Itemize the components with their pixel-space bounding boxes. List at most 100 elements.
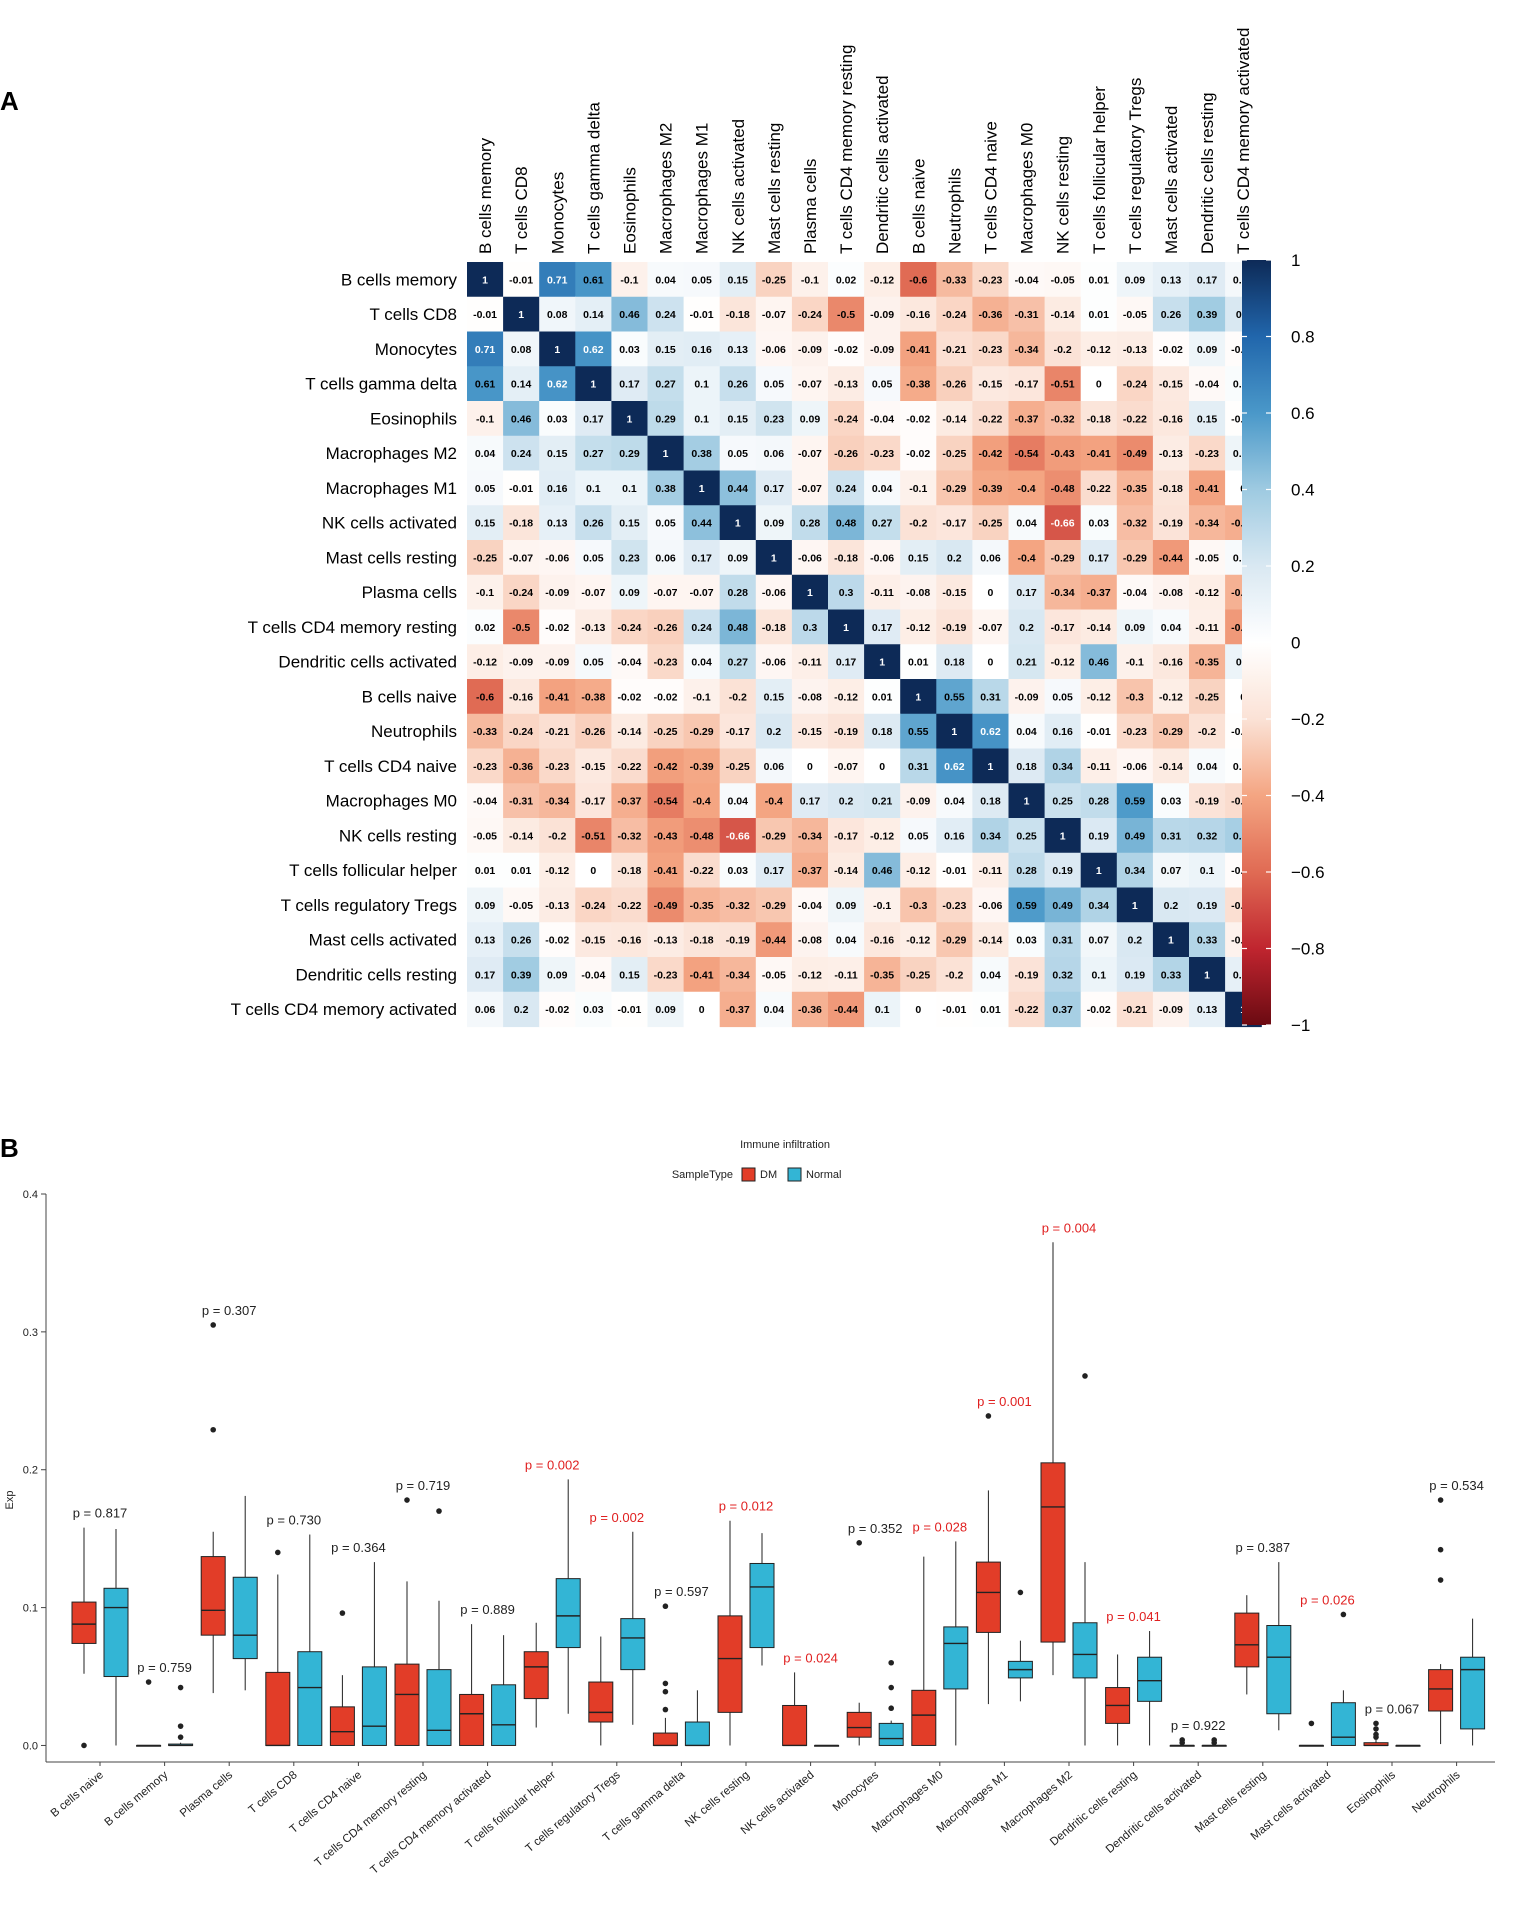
heatmap-cell-value: -0.14 xyxy=(1159,761,1183,773)
heatmap-cell-value: -0.01 xyxy=(942,1004,966,1016)
heatmap-cell xyxy=(1008,401,1046,437)
heatmap-cell-value: -0.13 xyxy=(1159,448,1183,460)
heatmap-cell-value: 1 xyxy=(807,587,813,599)
heatmap-cell-value: -0.31 xyxy=(509,796,533,808)
heatmap-cell xyxy=(1044,644,1082,680)
heatmap-cell xyxy=(1116,540,1154,576)
box-body xyxy=(232,1576,258,1660)
p-value-label: p = 0.002 xyxy=(525,1457,580,1472)
heatmap-cell-value: -0.17 xyxy=(834,830,858,842)
heatmap-cell-value: 0.04 xyxy=(980,969,1001,981)
heatmap-cell xyxy=(1080,783,1118,819)
heatmap-cell xyxy=(467,957,504,993)
heatmap-cell xyxy=(467,540,504,576)
heatmap-cell-value: 0.06 xyxy=(475,1004,496,1016)
heatmap-cell xyxy=(1152,644,1190,680)
heatmap-cell-value: -0.07 xyxy=(798,483,822,495)
heatmap-cell xyxy=(719,713,757,750)
panel-b-letter: B xyxy=(0,1133,19,1163)
heatmap-cell xyxy=(467,887,504,923)
heatmap-cell xyxy=(575,435,612,472)
box-body xyxy=(426,1669,452,1746)
heatmap-cell-value: -0.31 xyxy=(1015,309,1039,321)
heatmap-cell-value: -0.22 xyxy=(1123,413,1147,425)
heatmap-cell xyxy=(1189,713,1226,750)
heatmap-cell xyxy=(828,852,865,889)
heatmap-cell xyxy=(683,818,721,854)
heatmap-cell xyxy=(539,852,576,889)
heatmap-cell xyxy=(1044,262,1082,298)
heatmap-cell xyxy=(828,470,865,506)
colorbar-tick-label: 0.6 xyxy=(1291,404,1315,423)
heatmap-cell xyxy=(647,957,685,993)
heatmap-cell xyxy=(467,296,504,333)
heatmap-cell-value: 0 xyxy=(988,587,994,599)
heatmap-cell xyxy=(936,435,973,472)
heatmap-cell-value: -0.11 xyxy=(798,657,822,669)
heatmap-cell-value: -0.13 xyxy=(654,935,678,947)
heatmap-cell xyxy=(1189,401,1226,437)
heatmap-cell xyxy=(1116,991,1154,1028)
heatmap-cell xyxy=(936,401,973,437)
heatmap-cell-value: -0.02 xyxy=(906,413,930,425)
heatmap-cell xyxy=(791,783,829,819)
box-outlier xyxy=(1082,1373,1088,1379)
heatmap-cell xyxy=(683,366,721,402)
heatmap-cell-value: -0.07 xyxy=(798,448,822,460)
heatmap-cell xyxy=(1152,991,1190,1028)
heatmap-cell-value: -0.66 xyxy=(726,830,750,842)
heatmap-cell xyxy=(936,852,973,889)
heatmap-cell xyxy=(900,435,937,472)
box-group-mast-cells-activated: p = 0.026 xyxy=(1298,1592,1356,1747)
heatmap-cell xyxy=(719,505,757,541)
heatmap-cell xyxy=(1044,470,1082,506)
heatmap-cell xyxy=(900,644,937,680)
heatmap-column-label: Neutrophils xyxy=(945,168,964,254)
heatmap-cell-value: 0.2 xyxy=(1164,900,1179,912)
heatmap-column-label: B cells naive xyxy=(909,159,928,254)
heatmap-cell-value: 0.09 xyxy=(764,518,785,530)
box-body xyxy=(749,1562,775,1649)
heatmap-cell-value: -0.32 xyxy=(617,830,641,842)
heatmap-cell-value: 0.21 xyxy=(1016,657,1037,669)
heatmap-cell-value: 0 xyxy=(807,761,813,773)
heatmap-cell-value: 0.33 xyxy=(1197,935,1218,947)
heatmap-cell xyxy=(828,401,865,437)
heatmap-cell xyxy=(1044,818,1082,854)
box-body xyxy=(782,1704,808,1746)
heatmap-cell-value: 0.03 xyxy=(1089,518,1110,530)
heatmap-cell-value: -0.13 xyxy=(545,900,569,912)
heatmap-row-label: B cells naive xyxy=(362,687,457,706)
heatmap-cell-value: -0.23 xyxy=(654,657,678,669)
box-body xyxy=(588,1681,614,1723)
immune-infiltration-boxplot: Immune infiltration SampleType DM Normal… xyxy=(4,1139,1495,1877)
heatmap-cell-value: -0.25 xyxy=(726,761,750,773)
heatmap-cell xyxy=(791,296,829,333)
heatmap-cell xyxy=(936,991,973,1028)
heatmap-cell xyxy=(539,296,576,333)
heatmap-cell xyxy=(1044,957,1082,993)
x-tick-label: Monocytes xyxy=(831,1769,882,1814)
heatmap-cell-value: -0.14 xyxy=(834,865,858,877)
heatmap-cell-value: -0.15 xyxy=(581,935,605,947)
heatmap-cell-value: -0.16 xyxy=(617,935,641,947)
correlation-heatmap: B cells memory 1 -0.01 0.71 0.61 -0.1 0.04 0.05… xyxy=(231,28,1262,1028)
heatmap-cell-value: -0.06 xyxy=(978,900,1002,912)
box-body xyxy=(878,1722,904,1746)
heatmap-cell-value: -0.37 xyxy=(1087,587,1111,599)
heatmap-cell xyxy=(539,991,576,1028)
heatmap-cell xyxy=(1189,574,1226,611)
heatmap-cell-value: -0.26 xyxy=(942,379,966,391)
box-body xyxy=(523,1651,549,1700)
heatmap-cell xyxy=(828,713,865,750)
heatmap-cell xyxy=(1116,818,1154,854)
box-outlier xyxy=(1340,1611,1347,1618)
heatmap-cell-value: 0.17 xyxy=(764,865,785,877)
box-outlier xyxy=(856,1539,862,1546)
heatmap-cell xyxy=(1008,296,1046,333)
heatmap-cell xyxy=(755,713,793,750)
heatmap-cell-value: -0.41 xyxy=(906,344,930,356)
heatmap-cell xyxy=(611,540,649,576)
box-outlier xyxy=(1308,1720,1315,1727)
